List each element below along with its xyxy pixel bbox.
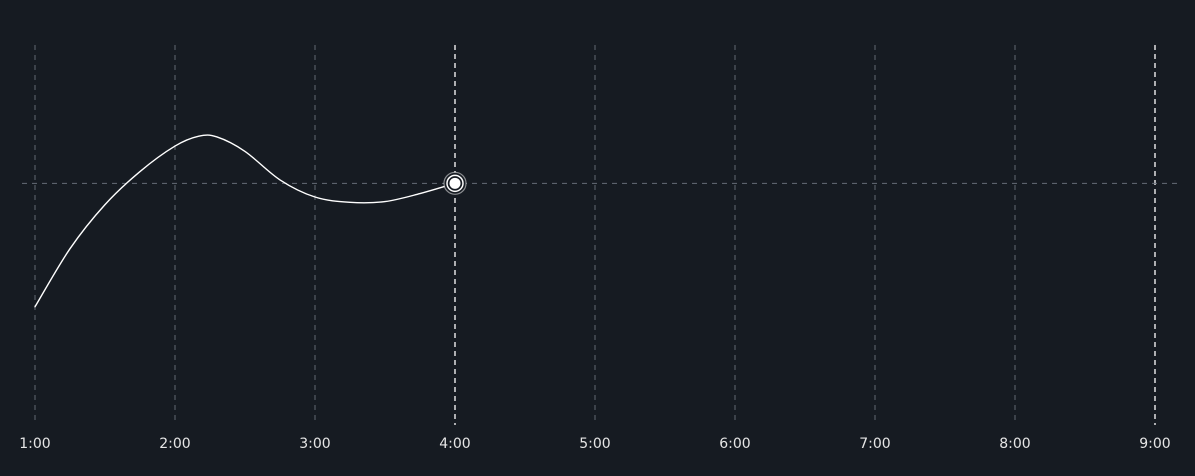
x-tick-label: 8:00 <box>999 436 1030 452</box>
x-tick-label: 4:00 <box>439 436 470 452</box>
x-tick-label: 3:00 <box>299 436 330 452</box>
x-axis-tick-labels: 1:00 2:00 3:00 4:00 5:00 6:00 7:00 8:00 9:00 <box>19 436 1170 452</box>
x-tick-label: 1:00 <box>19 436 50 452</box>
grid-lines <box>34 45 1156 425</box>
series-line <box>34 134 456 308</box>
cursor-point[interactable] <box>449 177 461 189</box>
cursor-group <box>443 171 467 195</box>
x-tick-label: 5:00 <box>579 436 610 452</box>
x-tick-label: 2:00 <box>159 436 190 452</box>
x-tick-label: 7:00 <box>859 436 890 452</box>
series-group <box>34 134 456 308</box>
x-tick-label: 6:00 <box>719 436 750 452</box>
x-tick-label: 9:00 <box>1139 436 1170 452</box>
